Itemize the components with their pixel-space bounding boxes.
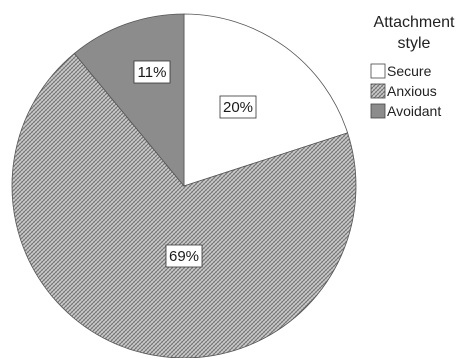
- legend-label-avoidant: Avoidant: [387, 103, 441, 119]
- data-label-avoidant: 11%: [133, 60, 171, 84]
- legend-title-line-1: Attachment: [374, 14, 455, 31]
- legend-items: Secure Anxious Avoidant: [370, 63, 441, 119]
- legend-label-anxious: Anxious: [387, 83, 437, 99]
- data-label-text: 11%: [138, 64, 167, 81]
- pie-slice-avoidant: [73, 13, 185, 188]
- pie-data-labels: 20% 69% 11%: [133, 60, 257, 268]
- legend-title-line-2: style: [398, 35, 431, 52]
- data-label-text: 69%: [169, 248, 199, 265]
- pie-slice-secure: [183, 13, 349, 187]
- data-label-box: [133, 60, 171, 84]
- legend-item-anxious: Anxious: [370, 83, 437, 99]
- pie-slices: [11, 13, 357, 358]
- legend-swatch-avoidant: [370, 103, 386, 119]
- legend-label-secure: Secure: [387, 63, 432, 79]
- data-label-text: 20%: [223, 99, 253, 116]
- data-label-box: [219, 95, 257, 119]
- legend-item-avoidant: Avoidant: [370, 103, 441, 119]
- legend-swatch-anxious: [370, 83, 386, 99]
- pie-slice-anxious: [11, 52, 357, 358]
- data-label-anxious: 69%: [165, 244, 203, 268]
- legend-item-secure: Secure: [370, 63, 432, 79]
- legend-swatch-secure: [370, 63, 386, 79]
- data-label-box: [165, 244, 203, 268]
- data-label-secure: 20%: [219, 95, 257, 119]
- legend: Attachment style Secure Anxious Avoidant: [370, 14, 455, 119]
